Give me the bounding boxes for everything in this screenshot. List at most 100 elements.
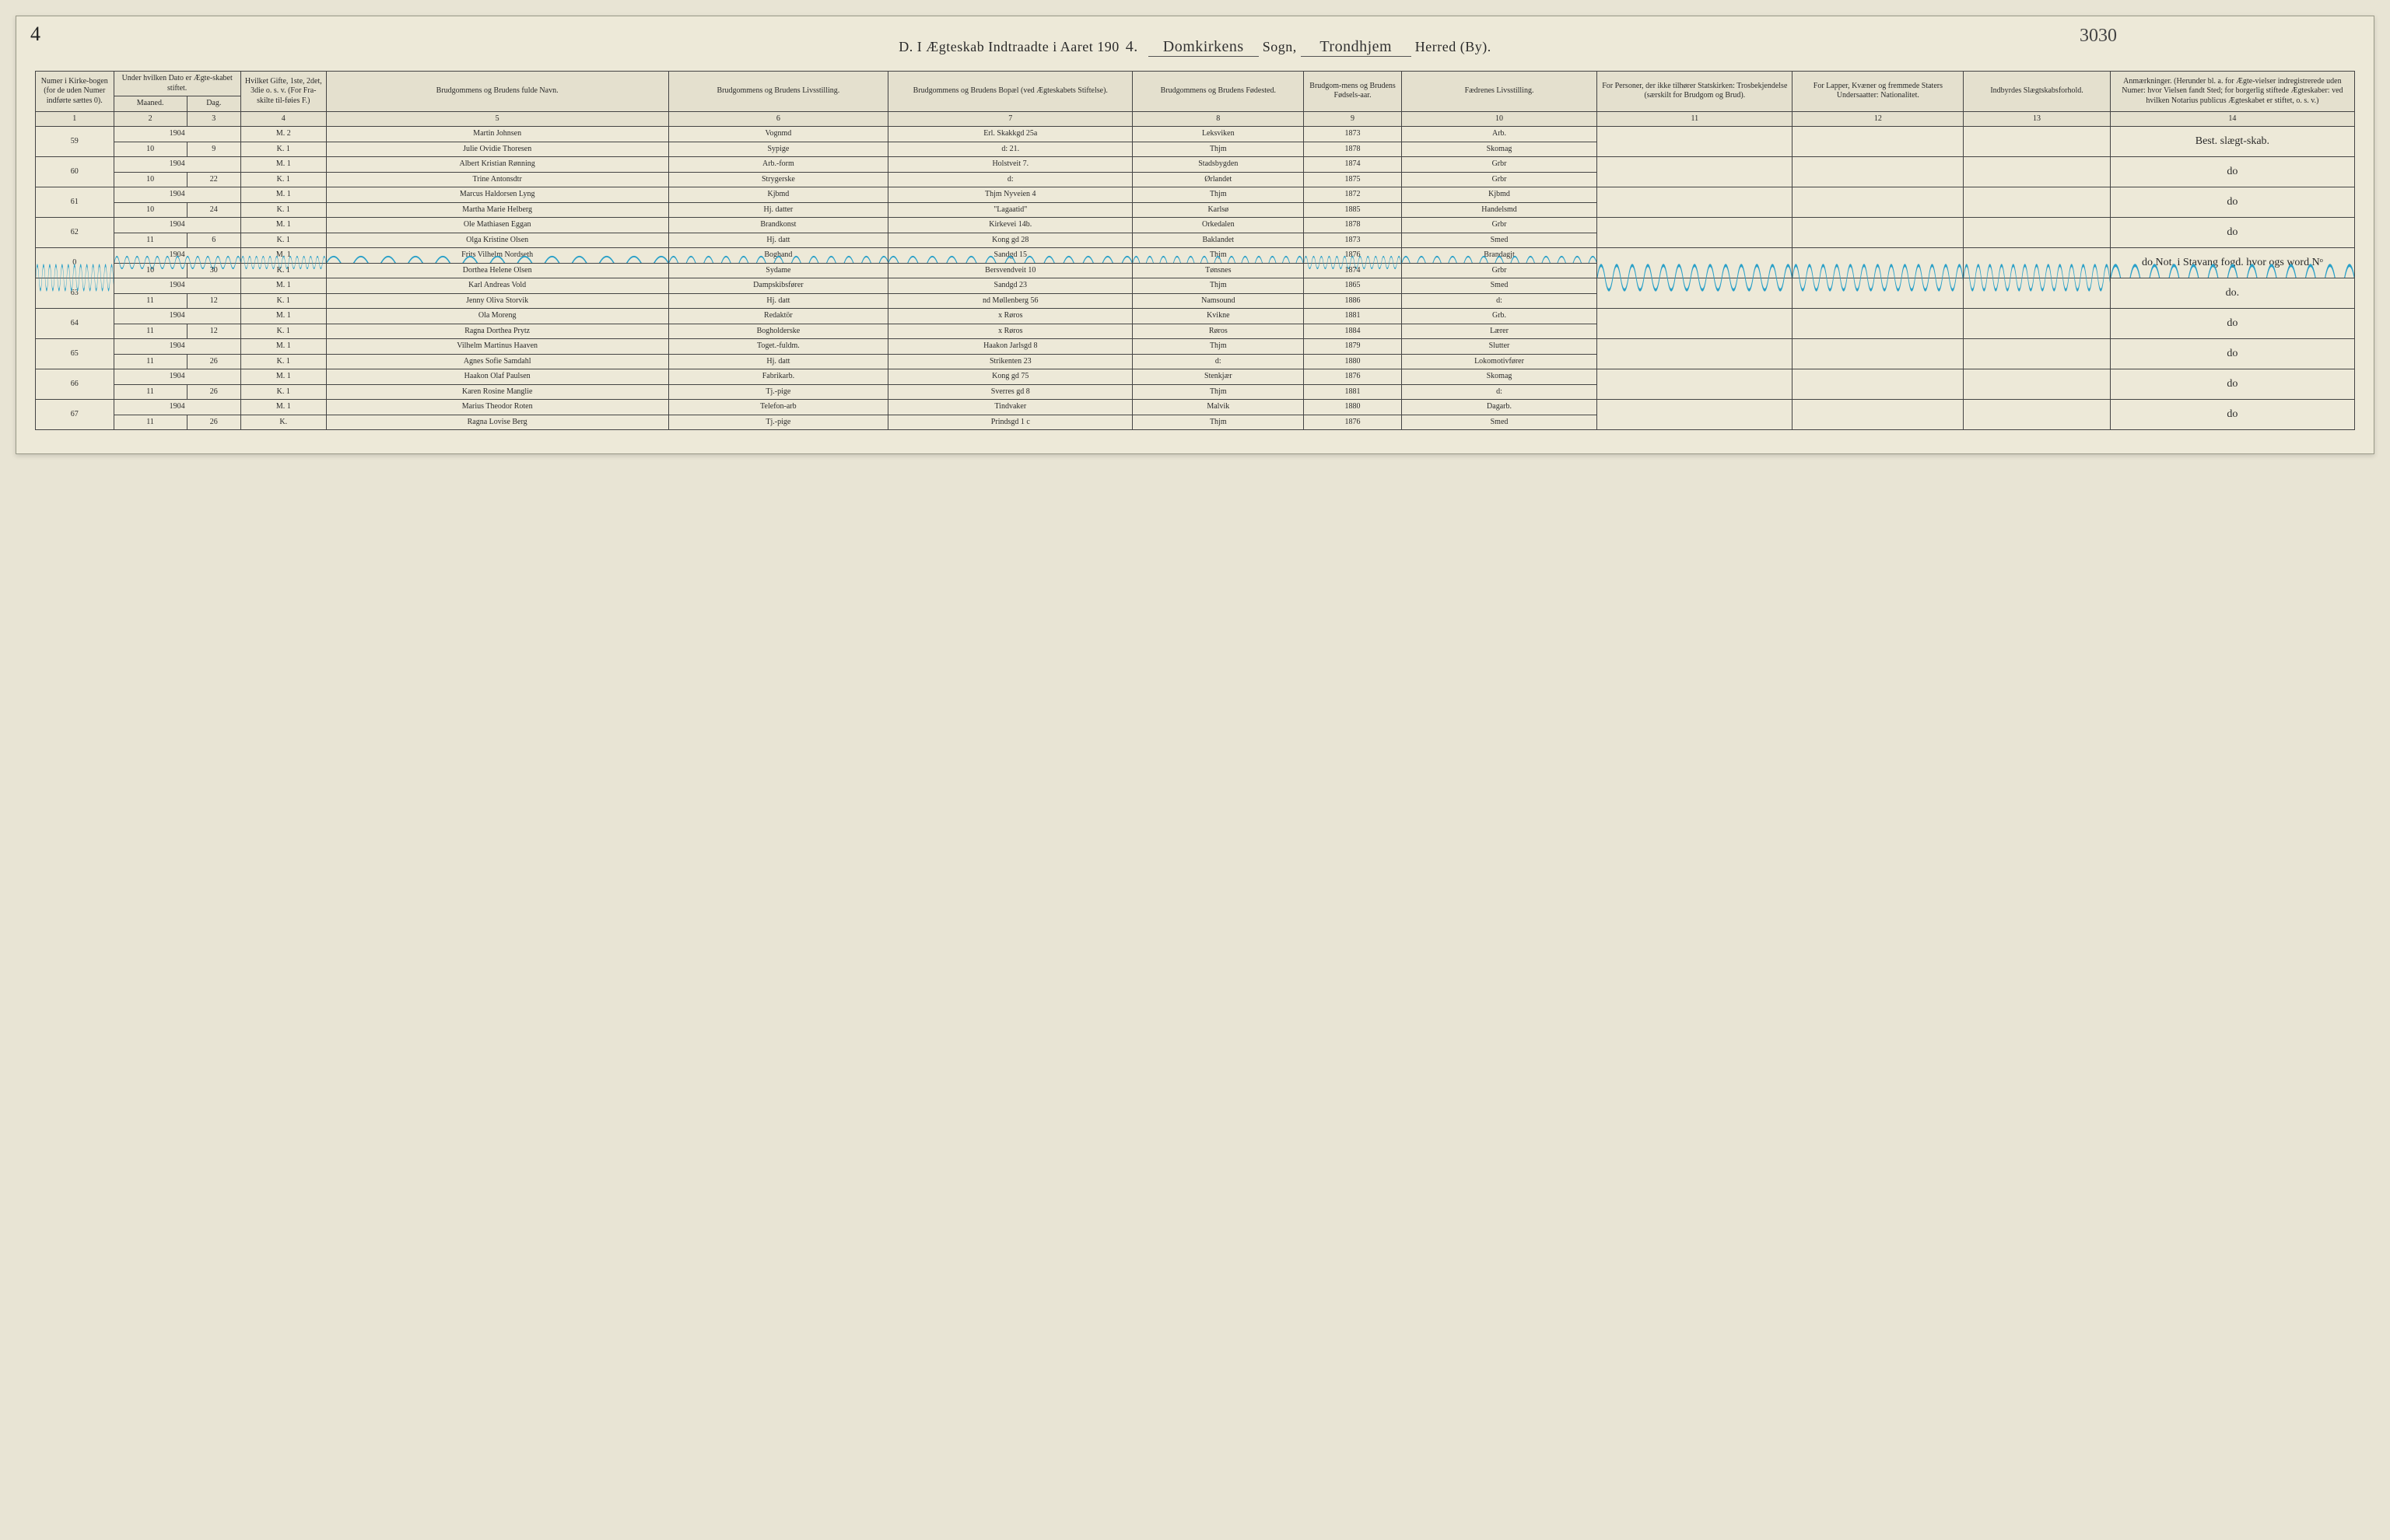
address-groom: Sandgd 23: [888, 278, 1133, 294]
entry-month: 10: [114, 263, 187, 278]
birthyear-groom: 1872: [1304, 187, 1402, 203]
gifte-bride: K. 1: [240, 354, 326, 369]
address-bride: Prindsgd 1 c: [888, 415, 1133, 430]
entry-month: 11: [114, 233, 187, 248]
birthyear-groom: 1881: [1304, 309, 1402, 324]
entry-number: 66: [36, 369, 114, 400]
ledger-table: Numer i Kirke-bogen (for de uden Numer i…: [35, 71, 2355, 430]
birthyear-groom: 1865: [1304, 278, 1402, 294]
entry-row-groom: 611904M. 1Marcus Haldorsen LyngKjbmdThjm…: [36, 187, 2355, 203]
entry-month: 10: [114, 142, 187, 157]
address-bride: "Lagaatid": [888, 202, 1133, 218]
name-groom: Albert Kristian Rønning: [326, 157, 668, 173]
birthyear-bride: 1876: [1304, 415, 1402, 430]
name-groom: Haakon Olaf Paulsen: [326, 369, 668, 385]
kinship-cell: [1964, 218, 2110, 248]
birthplace-groom: Thjm: [1133, 187, 1304, 203]
entry-number: 59: [36, 127, 114, 157]
address-bride: Kong gd 28: [888, 233, 1133, 248]
entry-number: 63: [36, 278, 114, 309]
entry-day: 22: [187, 172, 240, 187]
entry-row-groom: 591904M. 2Martin JohnsenVognmdErl. Skakk…: [36, 127, 2355, 142]
birthplace-groom: Thjm: [1133, 339, 1304, 355]
entry-number: 62: [36, 218, 114, 248]
strike-wave-icon: [2111, 248, 2354, 278]
district-label: Herred (By).: [1415, 39, 1491, 54]
remarks-cell: do: [2110, 369, 2354, 400]
birthyear-bride: 1880: [1304, 354, 1402, 369]
nationality-cell: [1792, 278, 1964, 309]
entry-month: 11: [114, 384, 187, 400]
father-occ-groom: Kjbmd: [1401, 187, 1596, 203]
occupation-groom: Arb.-form: [668, 157, 888, 173]
father-occ-groom: Smed: [1401, 278, 1596, 294]
entry-month: 11: [114, 354, 187, 369]
father-occ-bride: d:: [1401, 293, 1596, 309]
name-groom: Vilhelm Martinus Haaven: [326, 339, 668, 355]
strike-wave-icon: [1402, 248, 1596, 263]
occupation-groom: Kjbmd: [668, 187, 888, 203]
entry-day: 9: [187, 142, 240, 157]
nationality-cell: [1792, 369, 1964, 400]
kinship-cell: [1964, 187, 2110, 218]
name-bride: Trine Antonsdtr: [326, 172, 668, 187]
birthyear-groom: 1879: [1304, 339, 1402, 355]
confession-cell: [1597, 157, 1792, 187]
gifte-bride: K. 1: [240, 172, 326, 187]
entry-row-groom: 671904M. 1Marius Theodor RotenTelefon-ar…: [36, 400, 2355, 415]
confession-cell: [1597, 127, 1792, 157]
father-occ-bride: Handelsmd: [1401, 202, 1596, 218]
table-body: 591904M. 2Martin JohnsenVognmdErl. Skakk…: [36, 127, 2355, 430]
address-groom: Thjm Nyveien 4: [888, 187, 1133, 203]
occupation-bride: Bogholderske: [668, 324, 888, 339]
father-occ-bride: Smed: [1401, 233, 1596, 248]
entry-day: 26: [187, 384, 240, 400]
column-number: 13: [1964, 111, 2110, 127]
entry-year: 1904: [114, 339, 240, 355]
birthplace-bride: Baklandet: [1133, 233, 1304, 248]
father-occ-groom: Slutter: [1401, 339, 1596, 355]
gifte-groom: M. 1: [240, 218, 326, 233]
father-occ-bride: Smed: [1401, 415, 1596, 430]
name-bride: Dorthea Helene Olsen: [326, 263, 668, 278]
entry-day: 24: [187, 202, 240, 218]
birthplace-groom: Leksviken: [1133, 127, 1304, 142]
gifte-groom: M. 1: [240, 309, 326, 324]
column-number: 11: [1597, 111, 1792, 127]
birthyear-bride: 1886: [1304, 293, 1402, 309]
gifte-bride: K. 1: [240, 293, 326, 309]
confession-cell: [1597, 248, 1792, 278]
confession-cell: [1597, 369, 1792, 400]
table-header: Numer i Kirke-bogen (for de uden Numer i…: [36, 72, 2355, 127]
father-occ-bride: Lærer: [1401, 324, 1596, 339]
address-groom: Holstveit 7.: [888, 157, 1133, 173]
remarks-cell: do: [2110, 218, 2354, 248]
nationality-cell: [1792, 248, 1964, 278]
column-number: 12: [1792, 111, 1964, 127]
name-groom: Karl Andreas Vold: [326, 278, 668, 294]
entry-row-groom: 621904M. 1Ole Mathiasen EgganBrandkonstK…: [36, 218, 2355, 233]
name-groom: Marius Theodor Roten: [326, 400, 668, 415]
column-number: 6: [668, 111, 888, 127]
name-groom: Ole Mathiasen Eggan: [326, 218, 668, 233]
entry-year: 1904: [114, 187, 240, 203]
birthplace-bride: Tønsnes: [1133, 263, 1304, 278]
entry-day: 26: [187, 415, 240, 430]
name-groom: Marcus Haldorsen Lyng: [326, 187, 668, 203]
column-number: 1: [36, 111, 114, 127]
name-bride: Karen Rosine Manglie: [326, 384, 668, 400]
entry-year: 1904: [114, 369, 240, 385]
birthplace-bride: Thjm: [1133, 415, 1304, 430]
header-number: 3030: [2080, 26, 2117, 47]
occupation-bride: Strygerske: [668, 172, 888, 187]
entry-row-groom: 01904M. 1Frits Vilhelm NordsethBoghandSa…: [36, 248, 2355, 264]
entry-year: 1904: [114, 127, 240, 142]
birthplace-bride: Karlsø: [1133, 202, 1304, 218]
occupation-bride: Sypige: [668, 142, 888, 157]
father-occ-bride: Lokomotivfører: [1401, 354, 1596, 369]
address-bride: d: 21.: [888, 142, 1133, 157]
confession-cell: [1597, 339, 1792, 369]
birthplace-bride: Røros: [1133, 324, 1304, 339]
parish-value: Domkirkens: [1148, 38, 1259, 57]
remarks-cell: do: [2110, 187, 2354, 218]
